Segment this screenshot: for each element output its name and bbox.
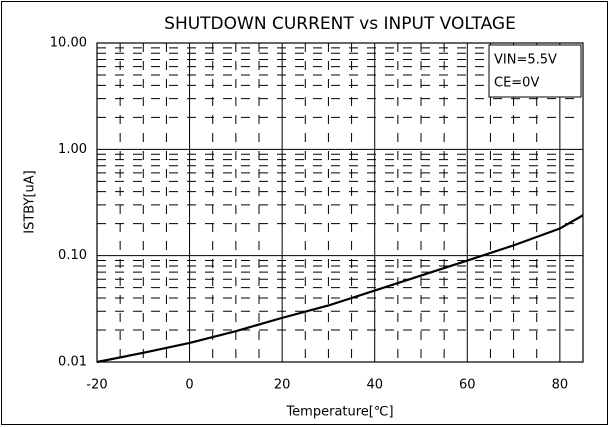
x-tick-label: 80 — [552, 378, 569, 393]
x-axis-label: Temperature[℃] — [285, 405, 393, 420]
y-tick-label: 0.10 — [58, 248, 87, 263]
annotation: VIN=5.5V — [494, 53, 557, 68]
plot-border — [96, 42, 584, 363]
y-tick-label: 1.00 — [58, 142, 87, 157]
y-axis-label: ISTBY[uA] — [23, 170, 38, 233]
annotation-box — [488, 44, 582, 98]
annotation: CE=0V — [494, 76, 539, 91]
x-tick-label: 0 — [185, 378, 193, 393]
x-tick-label: 20 — [274, 378, 291, 393]
x-tick-label: -20 — [86, 378, 107, 393]
x-tick-label: 40 — [366, 378, 383, 393]
x-tick-label: 60 — [459, 378, 476, 393]
data-line — [96, 214, 584, 364]
chart-title: SHUTDOWN CURRENT vs INPUT VOLTAGE — [164, 14, 516, 34]
y-tick-label: 10.00 — [50, 36, 87, 51]
y-tick-label: 0.01 — [58, 355, 87, 370]
